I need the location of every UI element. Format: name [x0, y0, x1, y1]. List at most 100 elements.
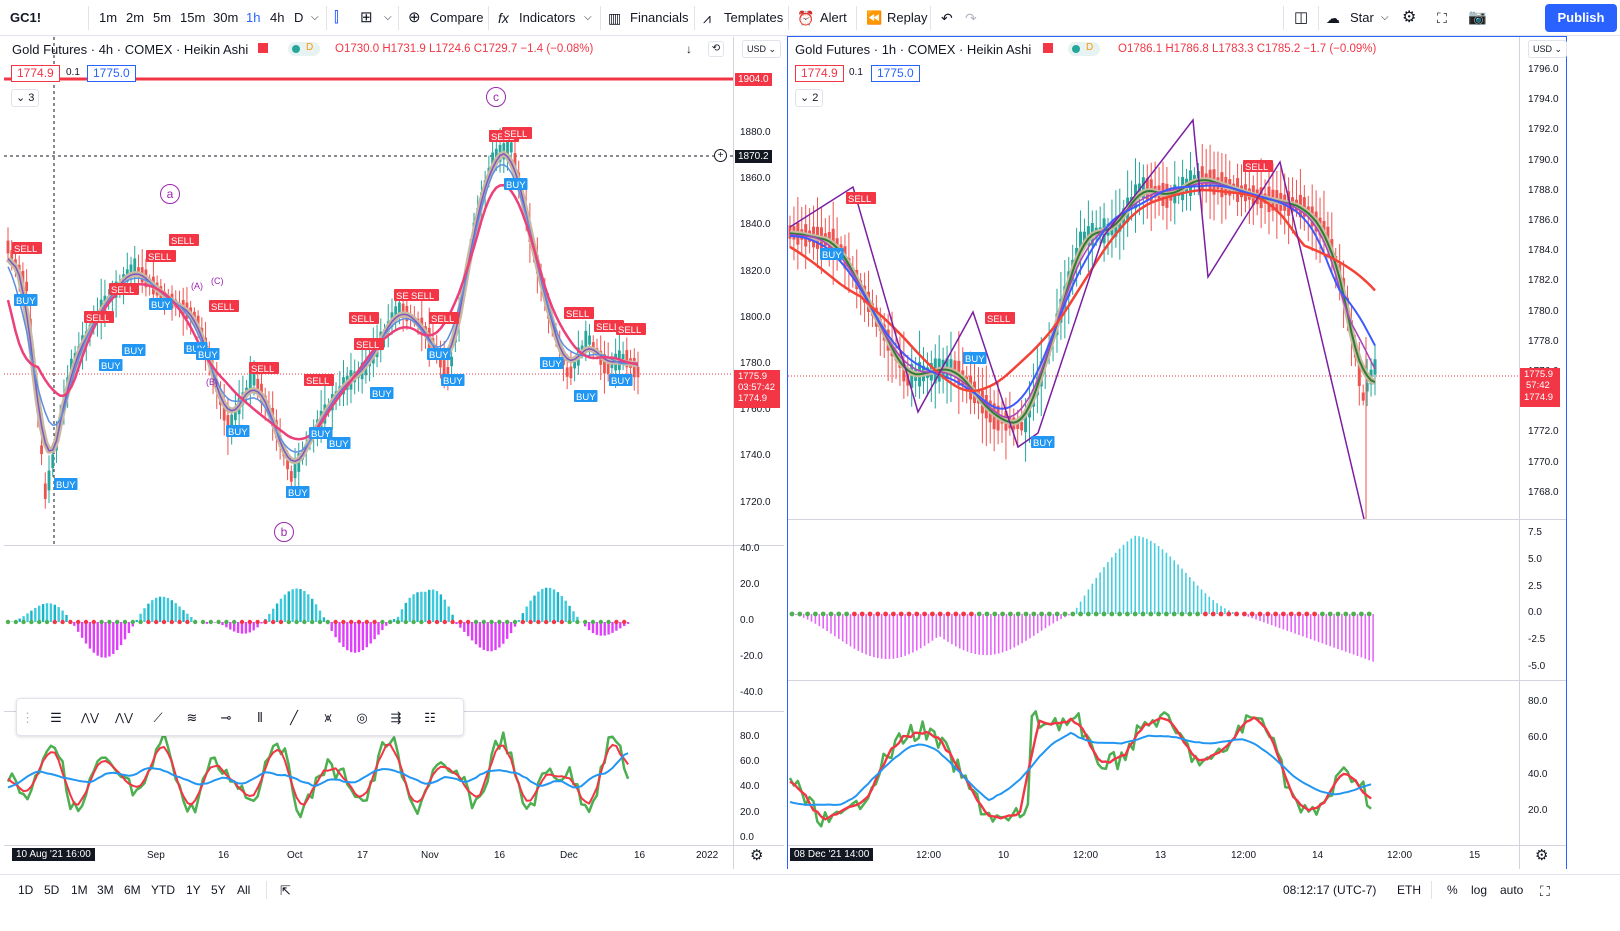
- right-rsi-plot[interactable]: [788, 681, 1519, 845]
- elliott-wave-icon[interactable]: ⋀⋁: [114, 712, 134, 724]
- flag-icon[interactable]: [1043, 43, 1053, 53]
- ray-icon[interactable]: ⊸: [220, 710, 232, 725]
- right-symbol-title[interactable]: Gold Futures · 1h · COMEX · Heikin Ashi: [795, 42, 1032, 57]
- bar-style-icon[interactable]: ⫿: [334, 9, 339, 26]
- trend-line-icon[interactable]: ╱: [290, 710, 298, 725]
- symbol-search[interactable]: GC1!: [10, 10, 42, 25]
- layout-icon[interactable]: ◫: [1294, 9, 1309, 26]
- pane-divider[interactable]: [788, 519, 1566, 520]
- settings-sliders-icon[interactable]: ☷: [424, 710, 436, 725]
- zero-cross-dot: [177, 619, 182, 625]
- right-oscillator-plot[interactable]: [788, 520, 1519, 680]
- left-main-plot[interactable]: SELLSELLSELLSELLSELLSELLSELLSELLSELLSELL…: [4, 37, 734, 545]
- maximize-icon[interactable]: ⟲: [708, 41, 724, 57]
- left-symbol-title[interactable]: Gold Futures · 4h · COMEX · Heikin Ashi: [12, 42, 249, 57]
- percent-toggle[interactable]: %: [1447, 883, 1458, 897]
- left-oscillator-plot[interactable]: [4, 546, 734, 711]
- indicators-button[interactable]: Indicators: [519, 10, 576, 25]
- range-all[interactable]: All: [237, 883, 251, 897]
- left-currency-selector[interactable]: USD ⌄: [742, 40, 782, 58]
- zero-cross-dot: [1203, 611, 1208, 617]
- right-main-plot[interactable]: SELL SELL SELL BUY BUY BUY: [788, 37, 1519, 519]
- range-1d[interactable]: 1D: [18, 883, 34, 897]
- clock[interactable]: 08:12:17 (UTC-7): [1283, 883, 1377, 897]
- camera-icon[interactable]: 📷: [1468, 9, 1487, 26]
- range-1y[interactable]: 1Y: [186, 883, 201, 897]
- financials-icon[interactable]: ▥: [608, 10, 622, 26]
- arrow-down-icon[interactable]: ↓: [686, 42, 692, 56]
- rsi-axis-label: 40.0: [740, 781, 760, 793]
- rewind-icon[interactable]: ⏪: [866, 10, 883, 25]
- interval-1h[interactable]: 1h: [246, 10, 261, 25]
- fullscreen-icon[interactable]: ⛶: [1437, 10, 1447, 26]
- redo-icon[interactable]: ↷: [965, 10, 977, 26]
- financials-button[interactable]: Financials: [630, 10, 689, 25]
- candle-body: [569, 366, 573, 379]
- chevron-down-icon[interactable]: ⌵: [1381, 12, 1389, 23]
- osc-axis-label: -40.0: [740, 687, 763, 698]
- candle-body: [137, 267, 140, 276]
- left-ask-price[interactable]: 1775.0: [87, 65, 136, 82]
- channel-icon[interactable]: ⇶: [390, 710, 402, 725]
- publish-button[interactable]: Publish: [1545, 4, 1617, 32]
- right-indicators-collapse[interactable]: ⌄ 2: [795, 89, 824, 107]
- flag-icon[interactable]: [258, 43, 268, 53]
- chevron-down-icon[interactable]: ⌵: [311, 12, 319, 23]
- zero-cross-dot: [458, 619, 463, 625]
- gear-icon[interactable]: ⚙: [1402, 9, 1417, 26]
- gear-icon[interactable]: ⚙: [1535, 847, 1549, 864]
- interval-4h[interactable]: 4h: [270, 10, 285, 25]
- left-bid-price[interactable]: 1774.9: [11, 65, 60, 82]
- session-button[interactable]: ETH: [1397, 883, 1421, 897]
- abc-pattern-icon[interactable]: ⋀⋁: [80, 712, 100, 724]
- interval-15m[interactable]: 15m: [180, 10, 206, 25]
- fib-icon[interactable]: ≋: [186, 710, 198, 725]
- pane-divider[interactable]: [788, 680, 1566, 681]
- cycle-lines-icon[interactable]: ⦀: [257, 710, 263, 725]
- drag-handle-icon[interactable]: ⋮: [21, 710, 34, 725]
- range-6m[interactable]: 6M: [124, 883, 141, 897]
- plus-circle-icon[interactable]: ⊕: [408, 9, 421, 26]
- pane-divider[interactable]: [4, 545, 784, 546]
- interval-2m[interactable]: 2m: [126, 10, 145, 25]
- plus-icon[interactable]: +: [714, 149, 727, 162]
- xabcd-pattern-icon[interactable]: ⩙: [324, 710, 332, 725]
- interval-5m[interactable]: 5m: [153, 10, 172, 25]
- interval-d[interactable]: D: [294, 10, 304, 25]
- alarm-clock-icon[interactable]: ⏰: [797, 10, 815, 26]
- zero-cross-dot: [5, 619, 11, 625]
- templates-icon[interactable]: ⩘: [703, 10, 711, 26]
- interval-30m[interactable]: 30m: [213, 10, 239, 25]
- replay-button[interactable]: Replay: [887, 10, 928, 25]
- interval-1m[interactable]: 1m: [99, 10, 118, 25]
- candles-icon[interactable]: ⊞: [360, 9, 373, 26]
- function-icon[interactable]: fx: [498, 10, 509, 26]
- alert-button[interactable]: Alert: [820, 10, 847, 25]
- calendar-range-icon[interactable]: ⇱: [280, 883, 291, 898]
- chevron-down-icon[interactable]: ⌵: [384, 12, 392, 23]
- range-ytd[interactable]: YTD: [151, 883, 175, 897]
- divider: [856, 6, 857, 30]
- compare-button[interactable]: Compare: [430, 10, 484, 25]
- auto-toggle[interactable]: auto: [1500, 883, 1524, 897]
- range-5y[interactable]: 5Y: [211, 883, 226, 897]
- path-icon[interactable]: ⟋: [153, 710, 163, 725]
- right-currency-selector[interactable]: USD ⌄: [1528, 40, 1568, 58]
- horizontal-lines-icon[interactable]: ☰: [50, 710, 62, 725]
- spiral-icon[interactable]: ◎: [356, 710, 368, 725]
- layout-name[interactable]: Star: [1350, 10, 1374, 25]
- gear-icon[interactable]: ⚙: [750, 847, 764, 864]
- undo-icon[interactable]: ↶: [941, 10, 953, 26]
- fullscreen-icon[interactable]: ⛶: [1540, 883, 1550, 899]
- range-3m[interactable]: 3M: [97, 883, 114, 897]
- range-1m[interactable]: 1M: [71, 883, 88, 897]
- log-toggle[interactable]: log: [1471, 883, 1488, 897]
- right-bid-price[interactable]: 1774.9: [795, 65, 844, 82]
- right-ask-price[interactable]: 1775.0: [871, 65, 920, 82]
- chevron-down-icon[interactable]: ⌵: [584, 12, 592, 23]
- range-5d[interactable]: 5D: [44, 883, 60, 897]
- left-indicators-collapse[interactable]: ⌄ 3: [11, 89, 40, 107]
- cloud-icon[interactable]: ☁: [1326, 10, 1340, 26]
- left-rsi-plot[interactable]: [4, 712, 734, 845]
- templates-button[interactable]: Templates: [724, 10, 784, 25]
